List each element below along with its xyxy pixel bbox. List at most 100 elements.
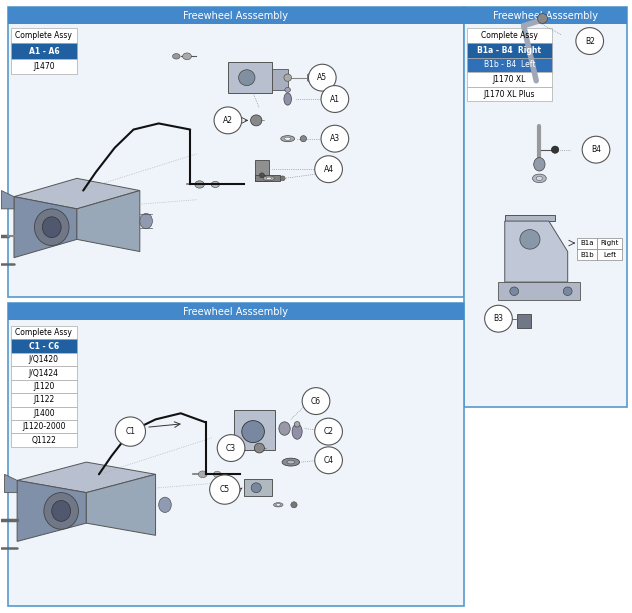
Text: J1470: J1470	[33, 62, 55, 71]
FancyBboxPatch shape	[518, 314, 531, 328]
Circle shape	[239, 70, 255, 86]
Text: C5: C5	[220, 485, 230, 494]
FancyBboxPatch shape	[577, 249, 597, 260]
FancyBboxPatch shape	[11, 326, 77, 340]
Polygon shape	[17, 481, 87, 541]
Text: J1120: J1120	[33, 382, 54, 391]
Text: Complete Assy: Complete Assy	[481, 31, 538, 40]
FancyBboxPatch shape	[255, 175, 280, 181]
Ellipse shape	[34, 209, 69, 245]
Circle shape	[217, 435, 245, 462]
Ellipse shape	[159, 497, 171, 512]
Circle shape	[582, 136, 610, 163]
Polygon shape	[505, 215, 555, 221]
Text: A4: A4	[324, 165, 334, 173]
Circle shape	[563, 287, 572, 295]
FancyBboxPatch shape	[11, 44, 77, 59]
Circle shape	[210, 475, 240, 504]
Text: B1b: B1b	[580, 251, 594, 257]
Circle shape	[214, 107, 242, 134]
Ellipse shape	[292, 424, 302, 440]
Circle shape	[250, 115, 262, 126]
Circle shape	[576, 28, 604, 55]
Ellipse shape	[533, 158, 545, 171]
Circle shape	[315, 418, 343, 445]
Circle shape	[300, 135, 307, 142]
Ellipse shape	[284, 137, 291, 140]
Circle shape	[315, 447, 343, 474]
Circle shape	[291, 502, 297, 508]
Ellipse shape	[183, 53, 191, 59]
Circle shape	[321, 86, 349, 112]
Circle shape	[254, 443, 264, 453]
FancyBboxPatch shape	[11, 433, 77, 447]
Text: Freewheel Asssembly: Freewheel Asssembly	[183, 11, 288, 21]
FancyBboxPatch shape	[597, 238, 623, 248]
Circle shape	[520, 230, 540, 249]
Text: Q1122: Q1122	[32, 436, 56, 444]
Ellipse shape	[173, 53, 180, 59]
Circle shape	[259, 173, 264, 178]
Ellipse shape	[274, 503, 283, 507]
FancyBboxPatch shape	[467, 43, 552, 58]
Circle shape	[315, 156, 343, 183]
Text: B2: B2	[585, 37, 595, 45]
Circle shape	[551, 146, 559, 153]
FancyBboxPatch shape	[255, 160, 269, 181]
Text: B1a - B4  Right: B1a - B4 Right	[478, 46, 542, 55]
Ellipse shape	[140, 213, 152, 229]
Polygon shape	[14, 197, 77, 257]
Circle shape	[537, 13, 547, 23]
FancyBboxPatch shape	[597, 249, 623, 260]
Text: J1122: J1122	[33, 395, 54, 405]
Polygon shape	[505, 221, 568, 282]
Text: C1 - C6: C1 - C6	[29, 341, 59, 351]
Text: C2: C2	[324, 427, 334, 436]
Ellipse shape	[263, 176, 274, 181]
Polygon shape	[77, 191, 140, 251]
Circle shape	[308, 64, 336, 91]
FancyBboxPatch shape	[11, 420, 77, 433]
Circle shape	[302, 387, 330, 414]
Text: J/Q1424: J/Q1424	[29, 368, 59, 378]
FancyBboxPatch shape	[11, 340, 77, 353]
FancyBboxPatch shape	[11, 379, 77, 393]
Text: B1b - B4  Left: B1b - B4 Left	[483, 60, 535, 69]
FancyBboxPatch shape	[8, 7, 464, 297]
Text: Complete Assy: Complete Assy	[15, 31, 72, 40]
Polygon shape	[499, 282, 580, 300]
Ellipse shape	[195, 181, 204, 188]
FancyBboxPatch shape	[11, 353, 77, 367]
FancyBboxPatch shape	[464, 7, 628, 24]
Text: J1400: J1400	[33, 409, 55, 418]
Text: Right: Right	[600, 240, 619, 246]
Text: B3: B3	[494, 314, 504, 323]
FancyBboxPatch shape	[467, 28, 552, 43]
Circle shape	[115, 417, 145, 446]
Ellipse shape	[284, 93, 291, 105]
Circle shape	[321, 125, 349, 152]
Text: C1: C1	[125, 427, 135, 436]
Ellipse shape	[198, 471, 207, 478]
FancyBboxPatch shape	[8, 303, 464, 606]
Text: A1: A1	[330, 94, 340, 104]
FancyBboxPatch shape	[11, 28, 77, 44]
FancyBboxPatch shape	[228, 63, 272, 93]
Text: C4: C4	[324, 456, 334, 465]
Text: A2: A2	[223, 116, 233, 125]
Polygon shape	[87, 474, 155, 535]
Ellipse shape	[532, 174, 546, 183]
Text: Freewheel Asssembly: Freewheel Asssembly	[183, 306, 288, 317]
FancyBboxPatch shape	[8, 7, 464, 24]
Text: B4: B4	[591, 145, 601, 154]
Ellipse shape	[42, 217, 61, 238]
Text: A5: A5	[317, 73, 327, 82]
Ellipse shape	[279, 422, 290, 435]
Text: J1170 XL Plus: J1170 XL Plus	[483, 89, 535, 99]
Text: J1120-2000: J1120-2000	[22, 422, 66, 431]
Ellipse shape	[266, 177, 271, 180]
FancyBboxPatch shape	[272, 69, 288, 90]
FancyBboxPatch shape	[577, 238, 597, 248]
Text: A3: A3	[330, 134, 340, 143]
FancyBboxPatch shape	[464, 7, 628, 407]
